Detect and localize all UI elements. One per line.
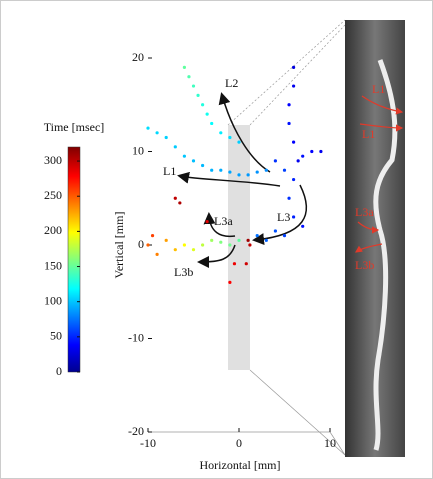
colorbar-tick-label: 250 bbox=[44, 188, 62, 202]
point bbox=[210, 168, 214, 172]
point bbox=[173, 196, 177, 200]
point bbox=[146, 243, 150, 247]
point bbox=[255, 234, 259, 238]
point bbox=[146, 126, 150, 130]
point bbox=[264, 168, 268, 172]
point bbox=[201, 163, 205, 168]
photo-label: L3b bbox=[355, 258, 374, 272]
point bbox=[292, 65, 296, 69]
point bbox=[310, 149, 314, 154]
point bbox=[273, 229, 277, 233]
colorbar bbox=[67, 146, 81, 373]
annotation: L1 bbox=[163, 164, 176, 178]
point bbox=[228, 243, 232, 247]
photo-label: L1 bbox=[372, 82, 385, 96]
point bbox=[205, 112, 209, 116]
point bbox=[232, 262, 237, 266]
point bbox=[292, 215, 296, 219]
point bbox=[164, 238, 168, 242]
point bbox=[237, 238, 241, 242]
x-axis-label: Horizontal [mm] bbox=[200, 458, 281, 472]
slab bbox=[228, 125, 250, 370]
point bbox=[187, 75, 191, 79]
y-tick-label: 20 bbox=[132, 50, 144, 64]
colorbar-tick-label: 300 bbox=[44, 153, 62, 167]
point bbox=[244, 262, 248, 266]
colorbar-tick-label: 150 bbox=[44, 258, 62, 272]
point bbox=[205, 220, 209, 224]
point bbox=[191, 84, 196, 88]
point bbox=[150, 234, 155, 238]
point bbox=[228, 170, 232, 174]
point bbox=[237, 173, 241, 177]
point bbox=[201, 243, 205, 247]
point bbox=[301, 224, 305, 228]
annotation: L2 bbox=[225, 76, 238, 90]
point bbox=[282, 168, 287, 172]
colorbar-tick-label: 0 bbox=[56, 364, 62, 378]
point bbox=[246, 173, 250, 177]
photo-arrows bbox=[355, 95, 404, 253]
point bbox=[182, 65, 186, 69]
point bbox=[292, 84, 296, 88]
x-tick-label: 10 bbox=[324, 436, 336, 450]
annotation: L3 bbox=[277, 210, 290, 224]
point bbox=[228, 280, 232, 284]
point bbox=[196, 93, 200, 97]
point bbox=[282, 234, 287, 238]
photo-label: L3a bbox=[355, 205, 374, 219]
y-tick-label: 0 bbox=[138, 237, 144, 251]
point bbox=[264, 238, 268, 242]
point bbox=[219, 240, 223, 244]
point bbox=[164, 135, 168, 140]
photo-label: L1 bbox=[362, 127, 375, 141]
arrows bbox=[177, 92, 308, 268]
point bbox=[292, 140, 296, 144]
point bbox=[319, 149, 323, 154]
point bbox=[237, 140, 241, 144]
point bbox=[173, 248, 177, 252]
point bbox=[182, 243, 186, 247]
y-tick-label: -20 bbox=[128, 424, 144, 438]
y-tick-label: -10 bbox=[128, 330, 144, 344]
point bbox=[301, 154, 305, 158]
colorbar-tick-label: 200 bbox=[44, 223, 62, 237]
colorbar-tick-label: 100 bbox=[44, 293, 62, 307]
point bbox=[287, 196, 291, 200]
point bbox=[155, 252, 159, 256]
y-tick-label: 10 bbox=[132, 143, 144, 157]
point bbox=[255, 170, 259, 174]
colorbar-tick-label: 50 bbox=[50, 329, 62, 343]
point bbox=[273, 159, 277, 163]
point bbox=[191, 159, 196, 163]
annotation: L3b bbox=[174, 265, 193, 279]
annotation: L3a bbox=[214, 214, 233, 228]
point bbox=[219, 131, 223, 135]
point bbox=[178, 201, 182, 205]
x-tick-label: 0 bbox=[236, 436, 242, 450]
point bbox=[219, 168, 223, 172]
point bbox=[296, 159, 300, 163]
point bbox=[155, 131, 159, 135]
point bbox=[191, 248, 196, 252]
y-axis-label: Vertical [mm] bbox=[112, 212, 126, 279]
point bbox=[182, 154, 186, 158]
point bbox=[246, 238, 250, 242]
point bbox=[210, 121, 214, 126]
point bbox=[287, 103, 291, 107]
point bbox=[173, 145, 177, 149]
point bbox=[248, 243, 252, 247]
photo-channel bbox=[373, 59, 398, 451]
point bbox=[228, 135, 232, 140]
point bbox=[287, 121, 291, 126]
colorbar-label: Time [msec] bbox=[44, 120, 105, 134]
point bbox=[201, 103, 205, 107]
point bbox=[292, 177, 296, 182]
point bbox=[210, 238, 214, 242]
x-tick-label: -10 bbox=[140, 436, 156, 450]
